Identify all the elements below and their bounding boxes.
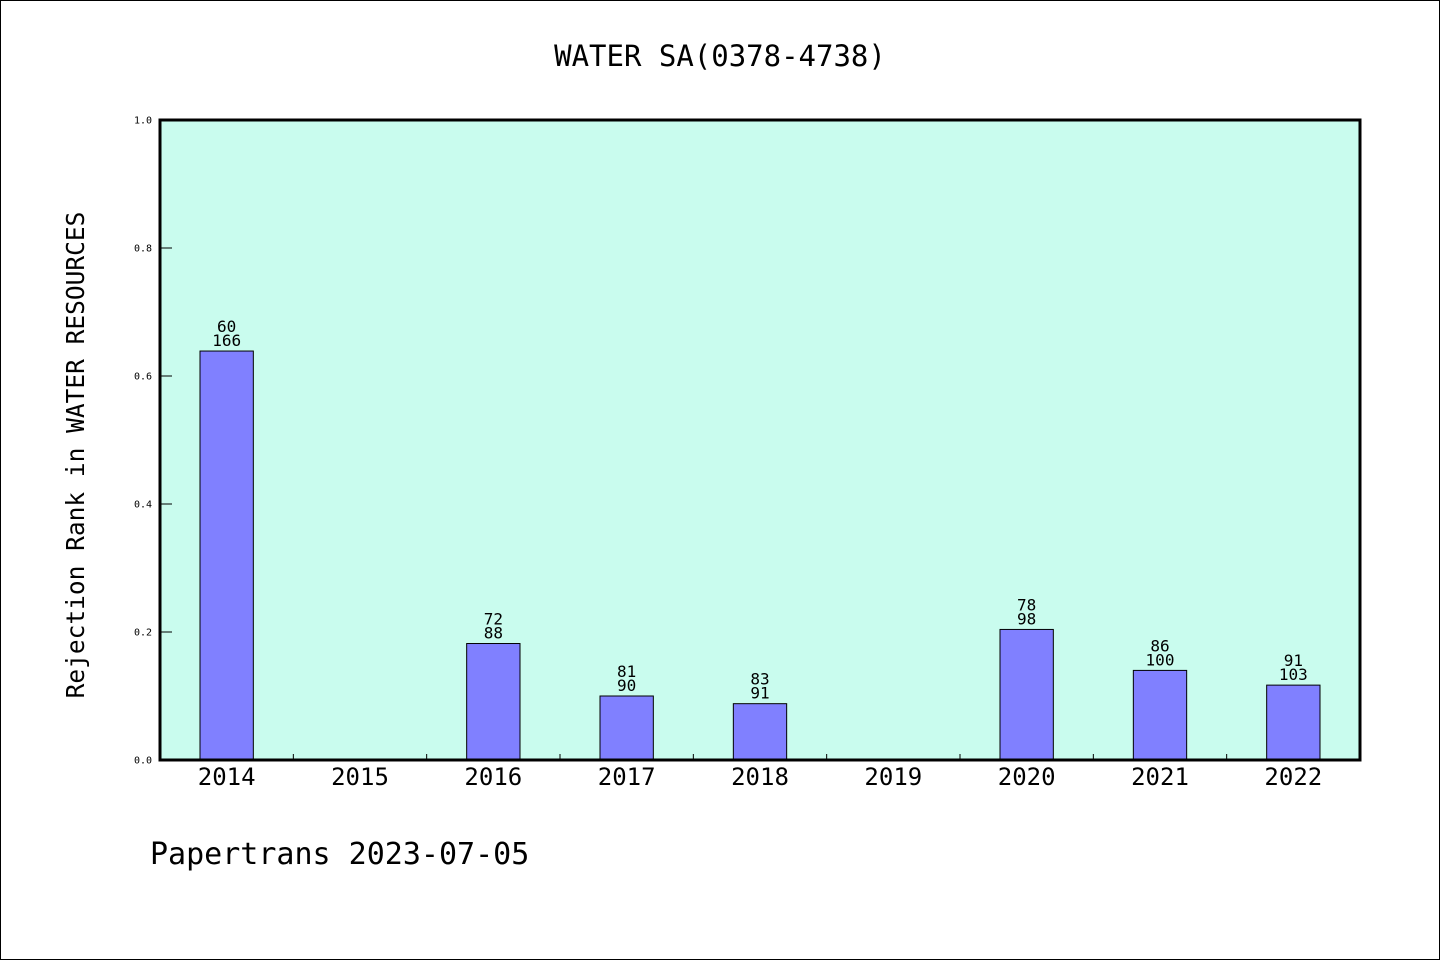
y-tick-label: 1.0 — [134, 116, 152, 127]
bar-label-total-2014: 166 — [212, 331, 241, 350]
x-tick-label-2014: 2014 — [198, 763, 256, 791]
chart-title: WATER SA(0378-4738) — [554, 39, 886, 73]
bar-label-rank-2018: 83 — [750, 670, 769, 689]
y-tick-label: 0.4 — [134, 500, 152, 511]
bar-label-rank-2016: 72 — [484, 610, 503, 629]
y-tick-label: 0.8 — [134, 244, 152, 255]
y-tick-label: 0.0 — [134, 756, 152, 767]
x-tick-label-2018: 2018 — [731, 763, 789, 791]
y-tick-label: 0.6 — [134, 372, 152, 383]
bar-label-rank-2017: 81 — [617, 662, 636, 681]
x-tick-label-2021: 2021 — [1131, 763, 1189, 791]
bar-label-total-2020: 98 — [1017, 609, 1036, 628]
bar-2022 — [1266, 684, 1321, 761]
x-tick-label-2015: 2015 — [331, 763, 389, 791]
plot-frame — [158, 118, 1362, 762]
bar-2018 — [732, 703, 788, 761]
bar-2017 — [599, 695, 654, 761]
y-tick-label: 0.2 — [134, 628, 152, 639]
bar-2021 — [1132, 669, 1188, 761]
bar-label-total-2021: 100 — [1146, 650, 1175, 669]
x-tick-label-2020: 2020 — [998, 763, 1056, 791]
bar-label-total-2016: 88 — [484, 624, 503, 643]
x-tick-label-2019: 2019 — [864, 763, 922, 791]
bars-group — [199, 350, 1321, 761]
footer-text: Papertrans 2023-07-05 — [150, 837, 529, 872]
bar-label-rank-2014: 60 — [217, 317, 236, 336]
x-tick-label-2017: 2017 — [598, 763, 656, 791]
x-tick-label-2016: 2016 — [464, 763, 522, 791]
bar-label-rank-2020: 78 — [1017, 595, 1036, 614]
bar-2020 — [999, 628, 1054, 761]
bar-label-total-2022: 103 — [1279, 665, 1308, 684]
bar-label-rank-2021: 86 — [1150, 636, 1169, 655]
x-tick-label-2022: 2022 — [1264, 763, 1322, 791]
plot-background — [160, 120, 1360, 760]
bar-2014 — [199, 350, 254, 761]
bar-label-rank-2022: 91 — [1284, 651, 1303, 670]
bar-label-total-2018: 91 — [750, 684, 769, 703]
bar-label-total-2017: 90 — [617, 676, 636, 695]
y-axis-label: Rejection Rank in WATER RESOURCES — [61, 212, 90, 699]
bar-2016 — [466, 643, 521, 761]
